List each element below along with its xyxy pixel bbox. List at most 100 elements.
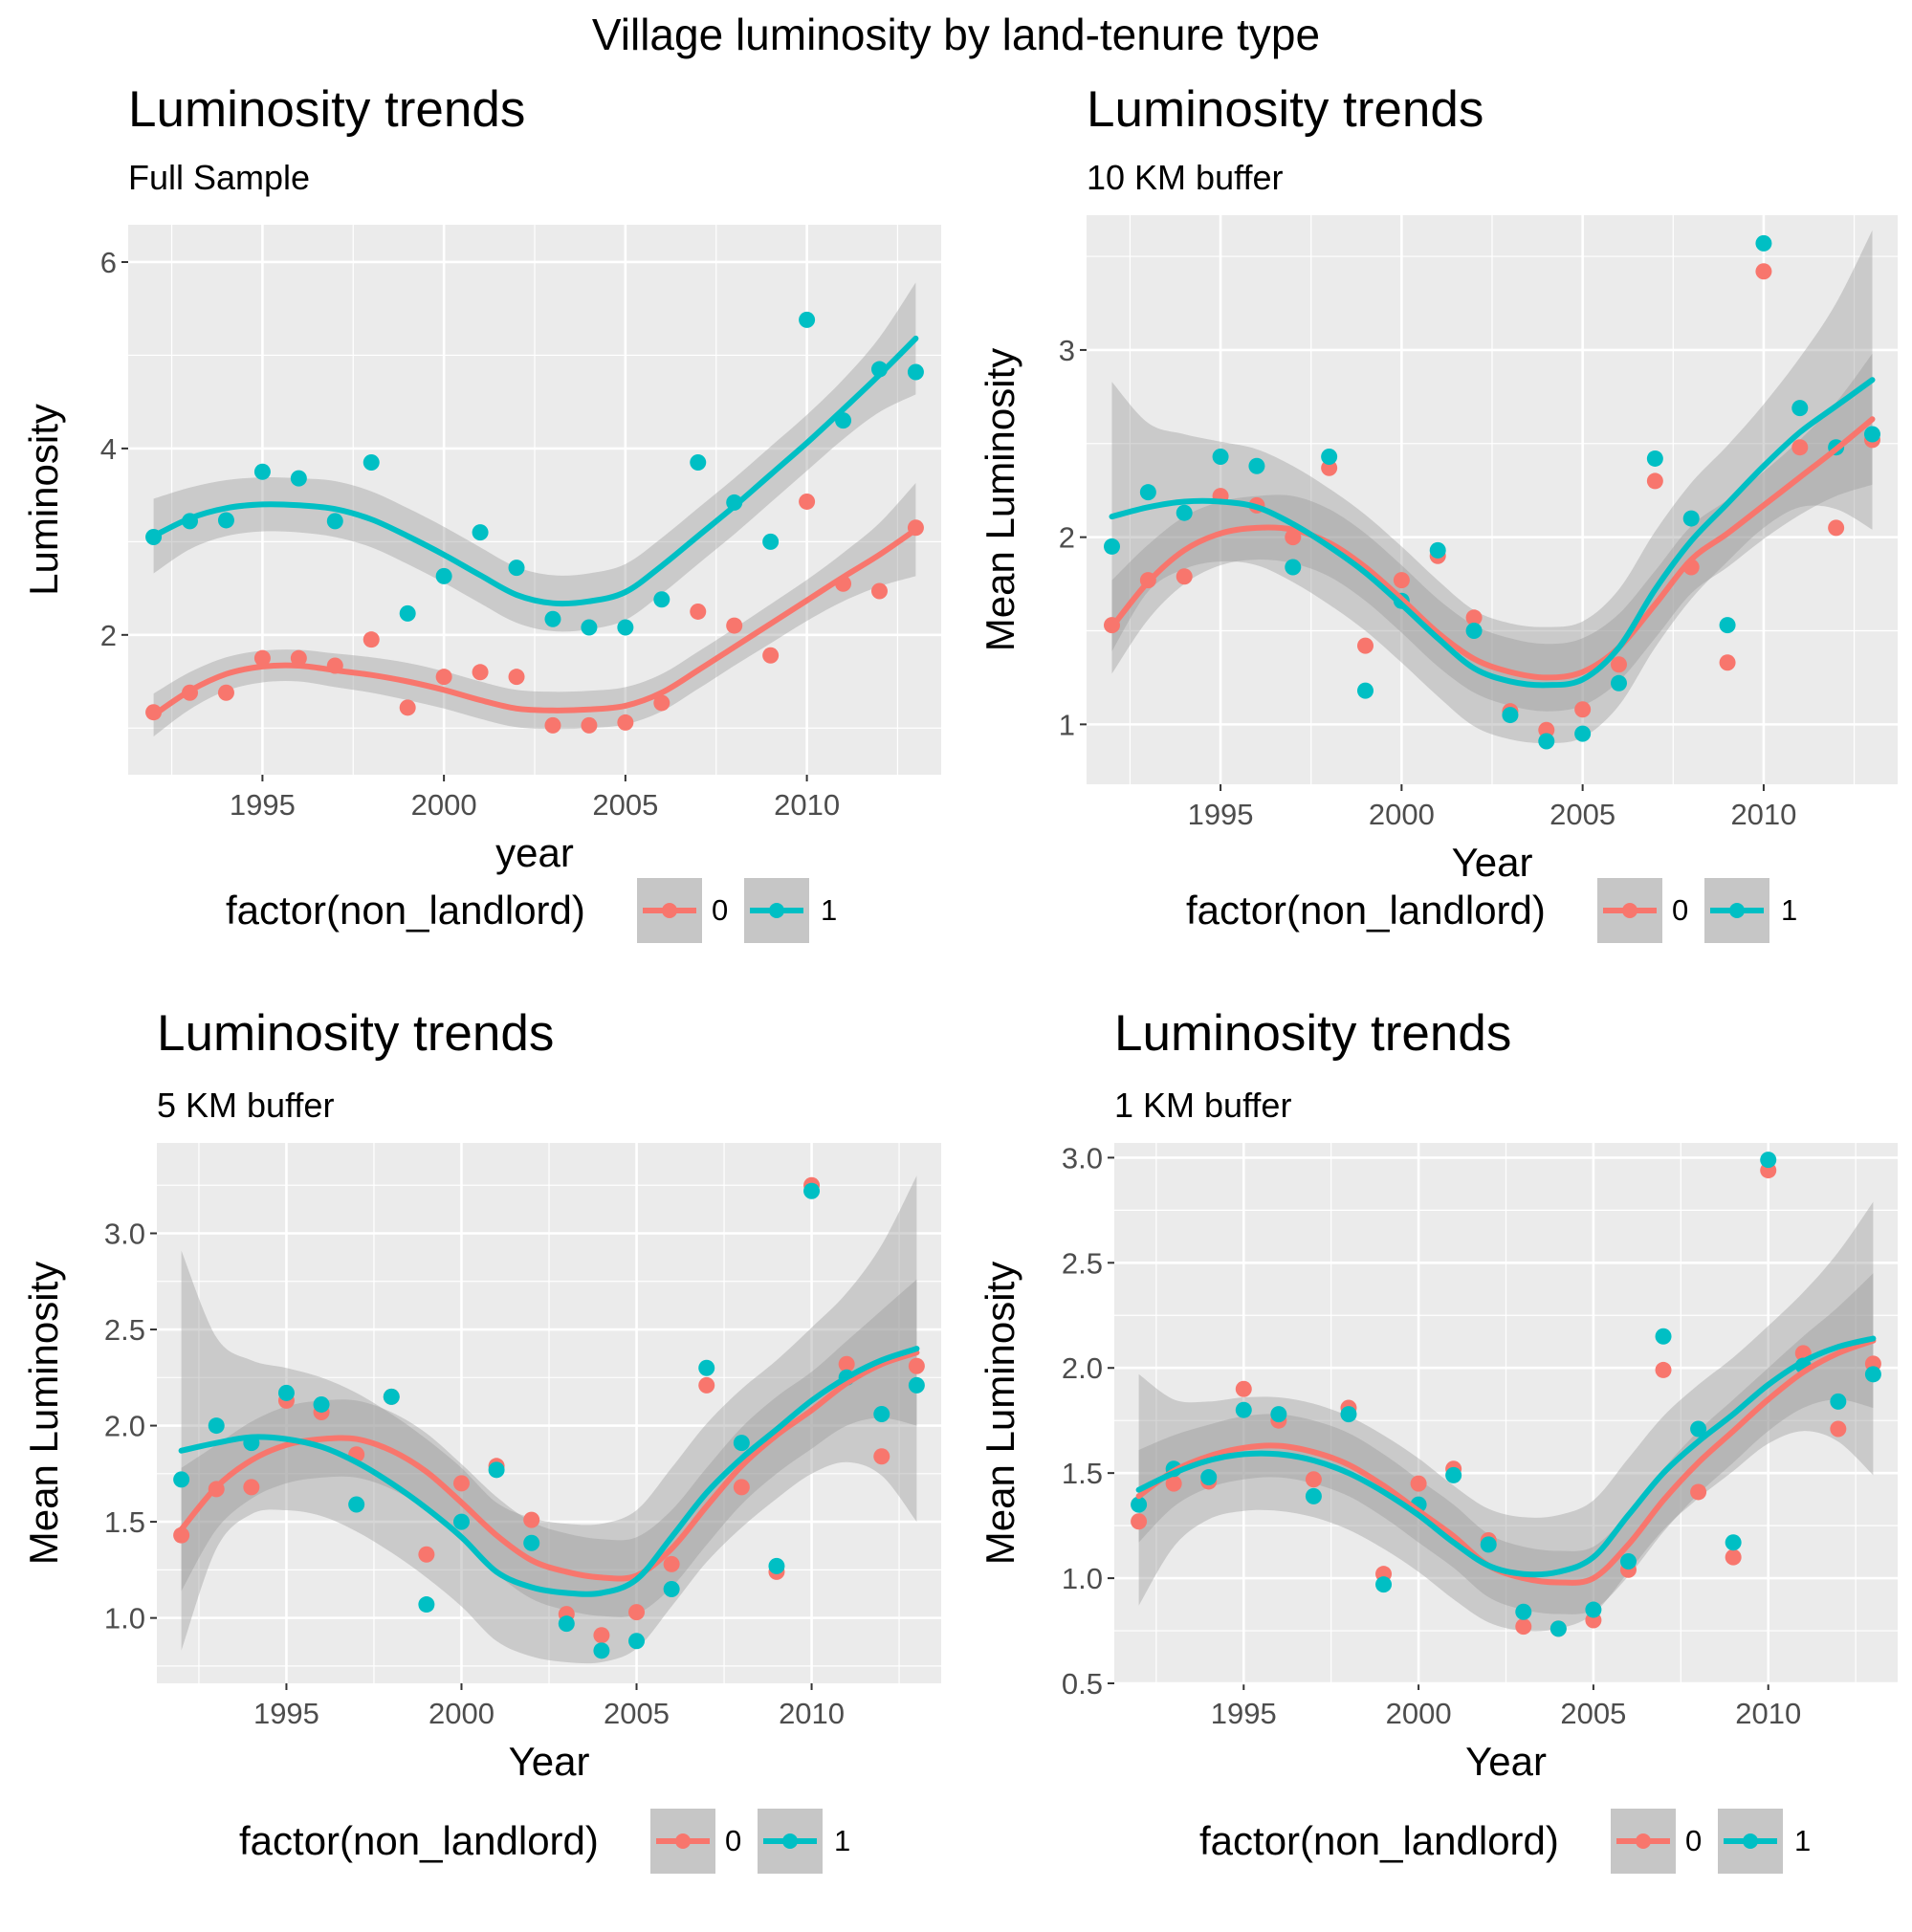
data-point-1: [628, 1633, 646, 1650]
trend-line-0: [1109, 416, 1876, 681]
legend-key-1[interactable]: [1718, 1809, 1783, 1874]
data-point-1: [348, 1496, 365, 1513]
trend-line-1: [150, 335, 919, 607]
data-point-1: [799, 311, 816, 328]
data-point-1: [558, 1615, 575, 1633]
x-tick-label: 1995: [253, 1697, 319, 1730]
legend-key-0[interactable]: [637, 878, 702, 943]
data-point-0: [217, 684, 234, 701]
data-point-1: [581, 619, 598, 636]
data-point-1: [690, 454, 707, 472]
data-point-1: [1465, 623, 1483, 640]
data-point-0: [1830, 1420, 1847, 1438]
data-point-1: [363, 454, 380, 472]
data-point-0: [663, 1555, 680, 1572]
trend-line-0: [150, 526, 919, 718]
data-point-1: [1131, 1496, 1148, 1513]
data-point-0: [733, 1479, 750, 1496]
data-point-1: [1760, 1152, 1777, 1169]
y-tick-label: 2.0: [1062, 1351, 1103, 1385]
data-point-0: [838, 1355, 855, 1372]
data-point-1: [1682, 510, 1700, 527]
data-point-0: [472, 664, 489, 681]
legend-key-1[interactable]: [1704, 878, 1769, 943]
data-point-0: [726, 617, 743, 634]
panel-10km-buffer: Luminosity trends 10 KM buffer 1995 2000 2…: [956, 77, 1912, 1004]
legend-key-0[interactable]: [650, 1809, 715, 1874]
data-point-1: [313, 1395, 330, 1413]
x-tick-label: 2010: [1730, 798, 1796, 831]
data-point-1: [418, 1596, 435, 1614]
data-point-1: [908, 1376, 925, 1394]
panel-title: Luminosity trends: [1087, 81, 1484, 138]
data-point-1: [1212, 448, 1229, 465]
data-point-1: [1655, 1328, 1672, 1345]
data-point-1: [698, 1359, 715, 1376]
data-point-1: [1830, 1393, 1847, 1410]
legend-title: factor(non_landlord): [1199, 1818, 1559, 1863]
y-tick-label: 4: [100, 432, 117, 466]
legend-label-0: 0: [1685, 1824, 1703, 1857]
y-tick-label: 2.5: [104, 1313, 145, 1347]
data-point-0: [1131, 1513, 1148, 1530]
panel-subtitle: 5 KM buffer: [157, 1086, 335, 1125]
data-point-1: [452, 1513, 470, 1530]
data-point-1: [593, 1642, 610, 1659]
panel-subtitle: 1 KM buffer: [1114, 1086, 1292, 1125]
data-point-1: [1515, 1603, 1532, 1620]
panel-subtitle: Full Sample: [128, 158, 311, 197]
data-point-0: [1725, 1548, 1742, 1566]
y-axis-title: Mean Luminosity: [978, 348, 1022, 651]
x-axis-title: Year: [1452, 840, 1533, 885]
data-point-0: [290, 649, 307, 667]
x-axis-title: Year: [509, 1739, 590, 1784]
legend-label-0: 0: [725, 1824, 742, 1857]
confidence-band-1: [153, 282, 916, 632]
data-point-0: [363, 631, 380, 648]
trend-line-1: [1109, 377, 1876, 689]
data-point-1: [1305, 1487, 1322, 1504]
y-tick-label: 1.0: [1062, 1562, 1103, 1595]
data-point-0: [1755, 263, 1772, 280]
data-point-1: [803, 1182, 821, 1199]
data-point-0: [1321, 459, 1338, 476]
legend-title: factor(non_landlord): [226, 888, 585, 933]
y-tick-label: 2: [100, 619, 117, 652]
data-point-0: [1719, 654, 1736, 671]
x-tick-label: 2000: [429, 1697, 494, 1730]
data-point-0: [593, 1627, 610, 1644]
data-point-1: [1285, 559, 1302, 576]
data-point-1: [399, 604, 416, 622]
legend-key-0[interactable]: [1611, 1809, 1676, 1874]
legend-key-1[interactable]: [744, 878, 809, 943]
legend-title: factor(non_landlord): [239, 1818, 599, 1863]
data-point-1: [1139, 484, 1156, 501]
data-point-1: [617, 619, 634, 636]
legend-label-1: 1: [834, 1824, 851, 1857]
x-tick-label: 1995: [230, 788, 296, 822]
data-point-0: [1235, 1380, 1252, 1397]
data-point-0: [544, 716, 561, 734]
data-point-1: [1502, 707, 1519, 724]
y-tick-label: 2.0: [104, 1410, 145, 1443]
x-tick-label: 2010: [774, 788, 840, 822]
data-point-1: [1357, 682, 1374, 699]
legend-key-0[interactable]: [1597, 878, 1662, 943]
data-point-1: [1104, 538, 1120, 555]
data-point-0: [1646, 472, 1663, 490]
data-point-0: [508, 669, 525, 686]
data-point-1: [1549, 1620, 1567, 1637]
data-point-1: [653, 591, 670, 608]
data-point-1: [1725, 1534, 1742, 1551]
data-point-0: [698, 1376, 715, 1394]
panel-full-sample: Luminosity trends Full Sample 1995 2000 20…: [0, 77, 956, 1004]
trend-line-1: [178, 1346, 920, 1597]
data-point-0: [870, 582, 888, 600]
legend-label-0: 0: [1672, 893, 1689, 927]
x-tick-label: 1995: [1188, 798, 1254, 831]
data-point-1: [217, 512, 234, 529]
data-point-1: [208, 1417, 225, 1435]
legend-key-1[interactable]: [758, 1809, 823, 1874]
data-point-0: [1515, 1618, 1532, 1636]
data-point-0: [399, 699, 416, 716]
